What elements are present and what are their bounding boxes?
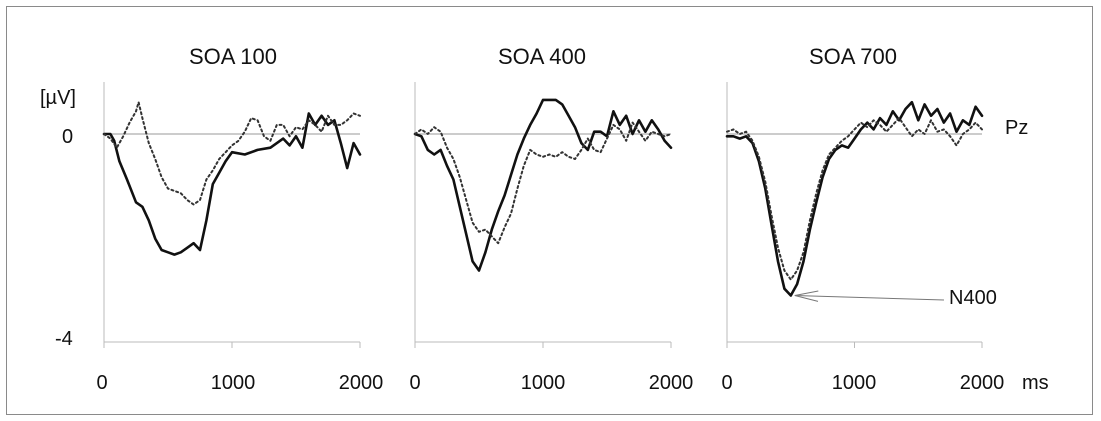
x-tick-1000-panel3: 1000	[832, 372, 877, 394]
figure-frame	[6, 6, 1093, 415]
x-unit-label: ms	[1022, 372, 1049, 394]
series-dotted-panel2	[414, 121, 672, 245]
panel-title-soa100: SOA 100	[189, 44, 277, 69]
series-dotted-panel3	[726, 117, 983, 281]
panel-title-soa400: SOA 400	[498, 44, 586, 69]
y-tick-zero: 0	[62, 126, 73, 148]
series-solid-panel2	[413, 98, 673, 272]
x-tick-0-panel3: 0	[721, 372, 732, 394]
n400-arrow-line	[794, 295, 945, 301]
panel-title-soa700: SOA 700	[809, 44, 897, 69]
x-tick-2000-panel1: 2000	[339, 372, 384, 394]
x-tick-2000-panel2: 2000	[649, 372, 694, 394]
series-solid-panel1	[102, 112, 362, 256]
x-tick-1000-panel2: 1000	[521, 372, 566, 394]
x-tick-2000-panel3: 2000	[960, 372, 1005, 394]
x-tick-0-panel1: 0	[96, 372, 107, 394]
channel-label: Pz	[1005, 117, 1028, 139]
series-solid-panel3	[725, 100, 984, 297]
x-tick-0-panel2: 0	[409, 372, 420, 394]
y-tick-minus4: -4	[55, 328, 73, 350]
n400-arrow-head	[794, 290, 819, 302]
x-tick-1000-panel1: 1000	[211, 372, 256, 394]
series-dotted-panel1	[103, 101, 361, 206]
n400-annotation: N400	[949, 287, 997, 309]
y-unit-label: [µV]	[40, 87, 76, 109]
